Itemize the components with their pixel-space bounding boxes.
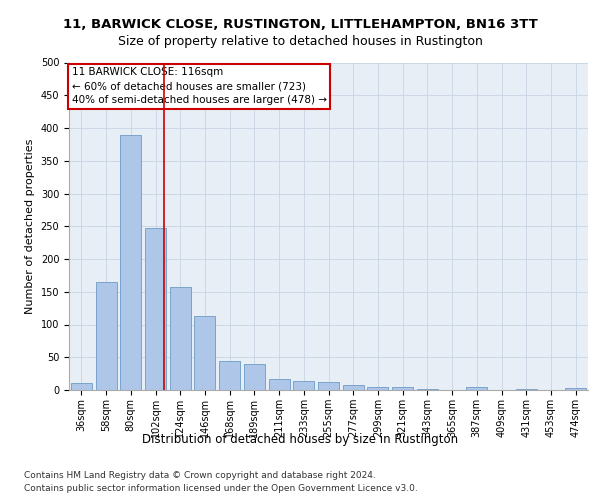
Bar <box>244 364 265 390</box>
Text: 11 BARWICK CLOSE: 116sqm
← 60% of detached houses are smaller (723)
40% of semi-: 11 BARWICK CLOSE: 116sqm ← 60% of detach… <box>71 68 326 106</box>
Text: Distribution of detached houses by size in Rustington: Distribution of detached houses by size … <box>142 432 458 446</box>
Bar <box>293 381 314 390</box>
Text: 11, BARWICK CLOSE, RUSTINGTON, LITTLEHAMPTON, BN16 3TT: 11, BARWICK CLOSE, RUSTINGTON, LITTLEHAM… <box>62 18 538 30</box>
Bar <box>219 360 240 390</box>
Bar <box>516 388 537 390</box>
Bar <box>318 382 339 390</box>
Bar <box>170 287 191 390</box>
Bar <box>392 388 413 390</box>
Text: Size of property relative to detached houses in Rustington: Size of property relative to detached ho… <box>118 35 482 48</box>
Text: Contains HM Land Registry data © Crown copyright and database right 2024.: Contains HM Land Registry data © Crown c… <box>24 471 376 480</box>
Bar <box>343 386 364 390</box>
Bar <box>145 228 166 390</box>
Bar <box>417 388 438 390</box>
Bar <box>71 384 92 390</box>
Bar <box>269 379 290 390</box>
Text: Contains public sector information licensed under the Open Government Licence v3: Contains public sector information licen… <box>24 484 418 493</box>
Bar <box>466 386 487 390</box>
Bar <box>95 282 116 390</box>
Bar <box>194 316 215 390</box>
Bar <box>367 386 388 390</box>
Y-axis label: Number of detached properties: Number of detached properties <box>25 138 35 314</box>
Bar <box>120 134 141 390</box>
Bar <box>565 388 586 390</box>
